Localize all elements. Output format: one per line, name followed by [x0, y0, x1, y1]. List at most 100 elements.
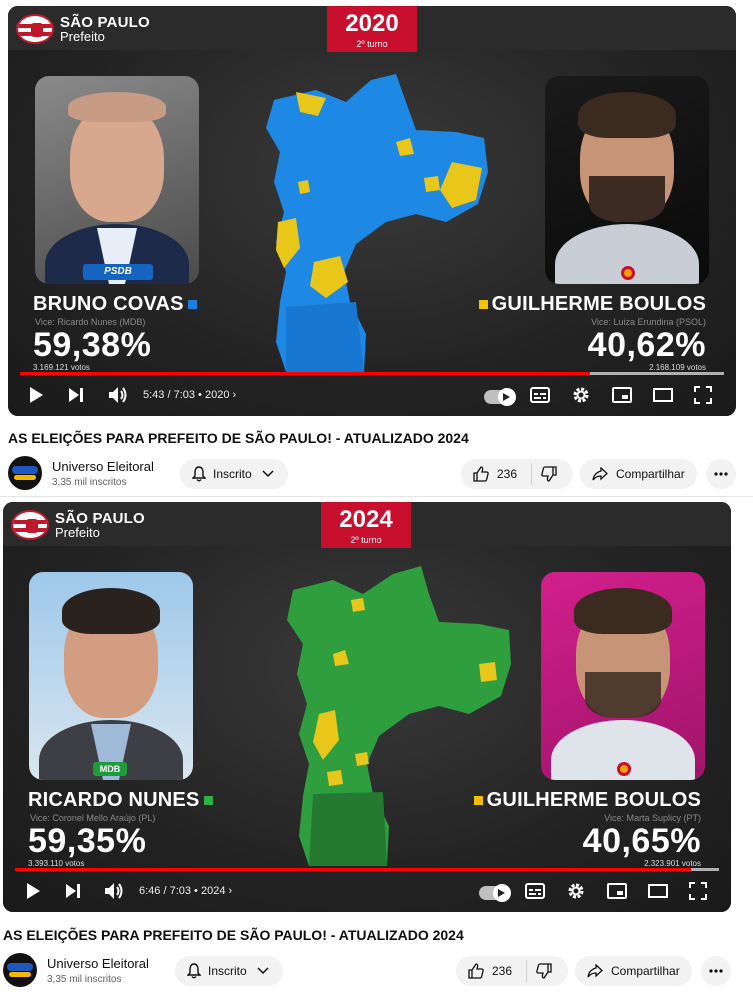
- election-map-2020: [266, 74, 488, 372]
- thumbs-up-icon: [473, 466, 489, 482]
- share-icon: [587, 964, 603, 978]
- thumbs-up-icon: [468, 963, 484, 979]
- candidate-photo-left: PSDB: [35, 76, 199, 284]
- video-title[interactable]: AS ELEIÇÕES PARA PREFEITO DE SÃO PAULO! …: [8, 430, 469, 446]
- subscribed-label: Inscrito: [213, 467, 252, 481]
- vice-left: Vice: Ricardo Nunes (MDB): [35, 317, 146, 327]
- logo-line1: SÃO PAULO: [60, 14, 150, 31]
- percent-left: 59,38%: [33, 326, 152, 364]
- fullscreen-icon[interactable]: [694, 386, 712, 404]
- vice-right: Vice: Luiza Erundina (PSOL): [591, 317, 706, 327]
- like-count: 236: [492, 964, 513, 978]
- miniplayer-icon[interactable]: [612, 387, 632, 403]
- thumbs-down-icon: [541, 466, 557, 482]
- like-button[interactable]: 236: [461, 466, 517, 482]
- chevron-down-icon: [257, 967, 269, 975]
- candidate-name-right: GUILHERME BOULOS: [470, 789, 701, 812]
- sao-paulo-prefeitura-logo: SÃO PAULO Prefeito: [11, 510, 145, 540]
- settings-gear-icon[interactable]: [572, 386, 590, 404]
- seek-bar[interactable]: [15, 868, 719, 871]
- autoplay-toggle[interactable]: [479, 884, 511, 902]
- settings-gear-icon[interactable]: [567, 882, 585, 900]
- city-emblem-icon: [16, 14, 54, 44]
- video-title[interactable]: AS ELEIÇÕES PARA PREFEITO DE SÃO PAULO! …: [3, 927, 464, 943]
- autoplay-toggle[interactable]: [484, 388, 516, 406]
- dislike-button[interactable]: [536, 963, 552, 982]
- candidate-name-left: RICARDO NUNES: [28, 789, 217, 812]
- election-round: 2º turno: [350, 535, 382, 545]
- channel-name[interactable]: Universo Eleitoral: [52, 459, 154, 474]
- logo-line2: Prefeito: [55, 525, 100, 540]
- like-dislike-group: 236: [461, 459, 573, 489]
- election-year-tag: 2020 2º turno: [327, 6, 417, 52]
- share-label: Compartilhar: [616, 467, 685, 481]
- player-controls: 6:46 / 7:03 • 2024 ›: [3, 872, 731, 912]
- mdb-party-badge: MDB: [93, 762, 127, 776]
- election-year: 2024: [339, 506, 393, 533]
- more-actions-button[interactable]: [706, 459, 736, 489]
- psdb-party-badge: PSDB: [83, 264, 153, 280]
- more-dots-icon: [709, 969, 723, 973]
- share-label: Compartilhar: [611, 964, 680, 978]
- election-year-tag: 2024 2º turno: [321, 502, 411, 548]
- candidate-photo-right: [541, 572, 705, 780]
- channel-avatar[interactable]: [3, 953, 37, 987]
- logo-line1: SÃO PAULO: [55, 510, 145, 527]
- bell-icon: [192, 466, 206, 482]
- channel-name[interactable]: Universo Eleitoral: [47, 956, 149, 971]
- votes-right: 2.323.901 votos: [644, 859, 701, 868]
- dislike-button[interactable]: [541, 466, 557, 485]
- candidate-name-right: GUILHERME BOULOS: [475, 293, 706, 316]
- logo-line2: Prefeito: [60, 29, 105, 44]
- thumbs-down-icon: [536, 963, 552, 979]
- seek-bar[interactable]: [20, 372, 724, 375]
- flower-pin-icon: [617, 762, 631, 776]
- channel-row: Universo Eleitoral 3,35 mil inscritos In…: [0, 952, 753, 1000]
- fullscreen-icon[interactable]: [689, 882, 707, 900]
- video-player-2020[interactable]: SÃO PAULO Prefeito 2020 2º turno PSDB B: [8, 6, 736, 416]
- next-button[interactable]: [65, 883, 81, 899]
- channel-row: Universo Eleitoral 3,35 mil inscritos In…: [0, 455, 753, 495]
- share-button[interactable]: Compartilhar: [580, 459, 697, 489]
- time-display: 5:43 / 7:03 • 2020 ›: [143, 389, 237, 401]
- city-emblem-icon: [11, 510, 49, 540]
- vice-left: Vice: Coronel Mello Araújo (PL): [30, 813, 156, 823]
- votes-left: 3.393.110 votos: [28, 859, 85, 868]
- subtitles-icon[interactable]: [530, 387, 550, 403]
- share-button[interactable]: Compartilhar: [575, 956, 692, 986]
- chevron-down-icon: [262, 470, 274, 478]
- flower-pin-icon: [621, 266, 635, 280]
- volume-icon[interactable]: [108, 386, 128, 404]
- map-region-city: [287, 566, 511, 866]
- miniplayer-icon[interactable]: [607, 883, 627, 899]
- vice-right: Vice: Marta Suplicy (PT): [604, 813, 701, 823]
- video-player-2024[interactable]: SÃO PAULO Prefeito 2024 2º turno MDB RIC…: [3, 502, 731, 912]
- subscribed-button[interactable]: Inscrito: [175, 956, 283, 986]
- election-year: 2020: [345, 10, 399, 37]
- play-button[interactable]: [25, 882, 41, 900]
- percent-right: 40,62%: [587, 326, 706, 364]
- like-count: 236: [497, 467, 518, 481]
- next-button[interactable]: [68, 387, 84, 403]
- play-button[interactable]: [28, 386, 44, 404]
- percent-left: 59,35%: [28, 822, 147, 860]
- candidate-photo-right: [545, 76, 709, 284]
- election-round: 2º turno: [356, 39, 388, 49]
- theater-mode-icon[interactable]: [653, 388, 673, 402]
- more-actions-button[interactable]: [701, 956, 731, 986]
- candidate-photo-left: MDB: [29, 572, 193, 780]
- sao-paulo-prefeitura-logo: SÃO PAULO Prefeito: [16, 14, 150, 44]
- subscribed-button[interactable]: Inscrito: [180, 459, 288, 489]
- subtitles-icon[interactable]: [525, 883, 545, 899]
- percent-right: 40,65%: [582, 822, 701, 860]
- screenshot-divider: [0, 496, 753, 497]
- subscriber-count: 3,35 mil inscritos: [52, 477, 127, 488]
- more-dots-icon: [714, 472, 728, 476]
- like-button[interactable]: 236: [456, 963, 512, 979]
- channel-avatar[interactable]: [8, 456, 42, 490]
- election-map-2024: [287, 566, 511, 866]
- like-dislike-group: 236: [456, 956, 568, 986]
- theater-mode-icon[interactable]: [648, 884, 668, 898]
- volume-icon[interactable]: [104, 882, 124, 900]
- votes-left: 3.169.121 votos: [33, 363, 90, 372]
